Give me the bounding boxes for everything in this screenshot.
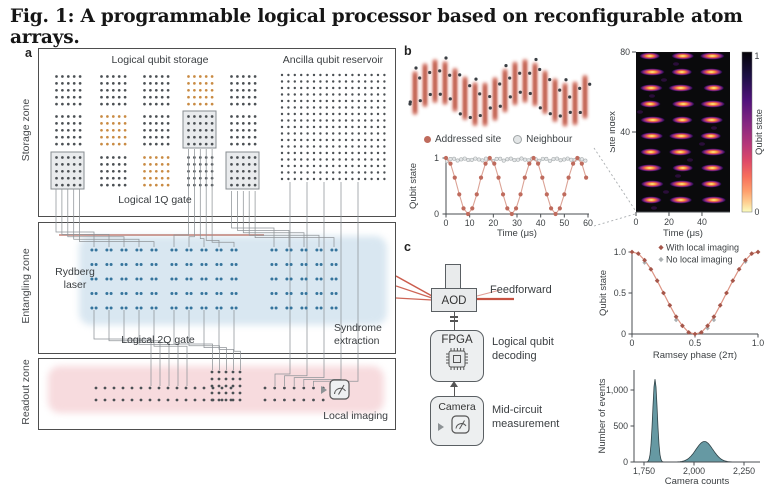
local-imaging-label: Local imaging (323, 410, 388, 422)
svg-text:0: 0 (444, 218, 449, 228)
svg-text:With local imaging: With local imaging (666, 243, 739, 253)
panel-a-diagram: Logical qubit storage Ancilla qubit rese… (20, 46, 398, 430)
svg-text:0: 0 (434, 209, 439, 219)
svg-text:60: 60 (583, 218, 593, 228)
local-imaging-icon (329, 379, 350, 400)
storage-zone-box (38, 48, 396, 217)
svg-text:Number of events: Number of events (598, 378, 608, 453)
svg-text:30: 30 (512, 218, 522, 228)
svg-text:1.0: 1.0 (614, 247, 626, 257)
svg-text:2,000: 2,000 (683, 466, 705, 476)
svg-text:Time (μs): Time (μs) (663, 228, 703, 239)
link-tick-2 (450, 320, 458, 322)
feedforward-label: Feedforward (490, 284, 552, 296)
svg-text:40: 40 (697, 217, 707, 227)
svg-text:1: 1 (755, 51, 760, 61)
up-arrow-icon (450, 381, 458, 387)
neighbour-marker (513, 135, 523, 144)
svg-text:0: 0 (623, 457, 628, 467)
addressed-site-label: Addressed site (435, 134, 502, 145)
ramsey-chart: 1.0 0.5 00 0.5 1.0 Ramsey phase (2π) Qubit sta… (598, 243, 764, 362)
svg-text:2,250: 2,250 (733, 466, 755, 476)
svg-text:20: 20 (664, 217, 674, 227)
camera-box: Camera (430, 396, 484, 446)
readout-zone-label: Readout zone (20, 359, 32, 425)
addressing-legend: Addressed site Neighbour (424, 134, 572, 145)
logical-2q-gate-label: Logical 2Q gate (121, 334, 195, 346)
svg-text:500: 500 (613, 421, 628, 431)
logical-1q-gate-label: Logical 1Q gate (118, 194, 192, 206)
svg-text:0: 0 (755, 207, 760, 217)
svg-text:Camera counts: Camera counts (665, 476, 730, 486)
svg-text:40: 40 (536, 218, 546, 228)
panel-a-label: a (25, 46, 32, 60)
storage-title: Logical qubit storage (111, 54, 209, 66)
fpga-chip-icon (446, 348, 468, 370)
addressed-site-marker (424, 136, 431, 143)
svg-text:50: 50 (559, 218, 569, 228)
decoding-label: Logical qubit decoding (492, 336, 554, 362)
panel-c-label: c (404, 240, 411, 254)
svg-text:No local imaging: No local imaging (666, 255, 733, 265)
rydberg-beam-line (59, 234, 264, 236)
svg-text:Ramsey phase (2π): Ramsey phase (2π) (653, 350, 737, 361)
camera-gauge-icon (451, 415, 470, 434)
neighbour-label: Neighbour (526, 134, 573, 145)
atom-fluorescence-image (408, 56, 592, 127)
svg-text:80: 80 (620, 47, 630, 57)
aod-box: AOD (431, 288, 477, 312)
fpga-box-title: FPGA (441, 334, 473, 346)
svg-text:Qubit state: Qubit state (598, 270, 609, 316)
svg-text:40: 40 (620, 127, 630, 137)
storage-zone-label: Storage zone (20, 98, 32, 162)
svg-text:10: 10 (465, 218, 475, 228)
fpga-box: FPGA (430, 330, 484, 382)
reservoir-title: Ancilla qubit reservoir (282, 54, 384, 66)
midcircuit-label: Mid-circuit measurement (492, 404, 560, 430)
aod-laser-beams (396, 275, 514, 301)
svg-text:1: 1 (434, 153, 439, 163)
svg-text:1,750: 1,750 (633, 466, 655, 476)
camera-triangle-icon (438, 423, 444, 431)
neighbour-legend-item: Neighbour (513, 134, 572, 145)
panel-b-label: b (404, 44, 412, 58)
svg-text:0: 0 (634, 217, 639, 227)
rydberg-beam-region (79, 236, 387, 325)
svg-text:Qubit state: Qubit state (754, 109, 765, 155)
camera-box-title: Camera (438, 401, 476, 413)
svg-text:0: 0 (630, 338, 635, 348)
svg-text:0.5: 0.5 (689, 338, 701, 348)
syndrome-extraction-label: Syndrome extraction (334, 322, 382, 347)
svg-text:1,000: 1,000 (606, 385, 628, 395)
svg-text:Site index: Site index (610, 111, 618, 153)
svg-text:0: 0 (621, 329, 626, 339)
addressed-site-legend-item: Addressed site (424, 134, 501, 145)
link-tick-1 (450, 316, 458, 318)
camera-fpga-link (453, 386, 455, 396)
detector-triangle-icon (321, 386, 327, 394)
figure-title: Fig. 1: A programmable logical processor… (10, 6, 743, 48)
svg-text:Qubit state: Qubit state (408, 163, 419, 209)
rydberg-laser-label: Rydberg laser (55, 266, 95, 291)
svg-text:20: 20 (488, 218, 498, 228)
svg-text:0.5: 0.5 (614, 288, 626, 298)
rabi-oscillation-chart: 0 10 20 30 40 50 60 0 1 Time (μs) Qubit state (408, 153, 593, 238)
svg-text:Time (μs): Time (μs) (497, 228, 537, 238)
entangling-zone-label: Entangling zone (20, 248, 32, 324)
svg-text:1.0: 1.0 (752, 338, 764, 348)
aod-nozzle (445, 264, 461, 290)
